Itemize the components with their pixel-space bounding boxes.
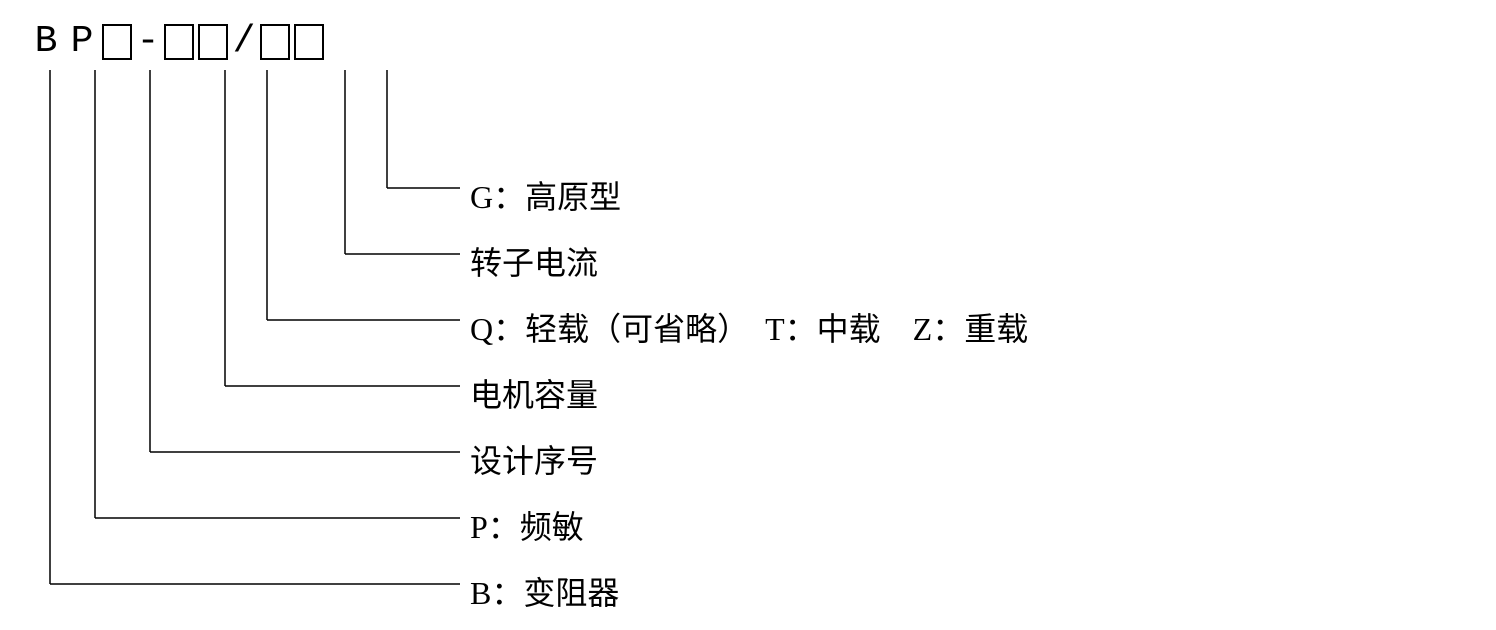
code-placeholder-2	[164, 24, 194, 60]
code-letter-b: B	[30, 20, 62, 63]
label-q: Q：轻载（可省略） T：中载 Z：重载	[470, 304, 1028, 350]
code-separator-dash: -	[136, 20, 160, 63]
code-separator-slash: /	[232, 20, 256, 63]
code-placeholder-1	[102, 24, 132, 60]
label-motor-capacity: 电机容量	[470, 370, 598, 416]
label-b: B：变阻器	[470, 568, 619, 614]
label-p: P：频敏	[470, 502, 584, 548]
code-placeholder-3	[198, 24, 228, 60]
code-placeholder-4	[260, 24, 290, 60]
label-design-seq: 设计序号	[470, 436, 598, 482]
code-placeholder-5	[294, 24, 324, 60]
label-g: G：高原型	[470, 172, 621, 218]
code-letter-p: P	[66, 20, 98, 63]
label-rotor-current: 转子电流	[470, 238, 598, 284]
model-code-row: B P - /	[30, 20, 324, 63]
